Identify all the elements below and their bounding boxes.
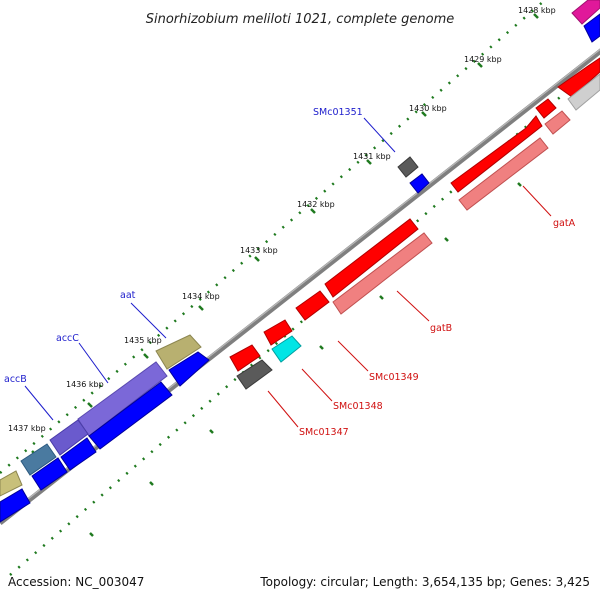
major-tick bbox=[143, 353, 149, 359]
major-tick bbox=[209, 429, 214, 434]
feature-cds-red-small[interactable] bbox=[535, 98, 557, 119]
feature-cds-left[interactable] bbox=[0, 470, 23, 497]
major-tick bbox=[310, 208, 316, 214]
leader-gatB bbox=[396, 290, 430, 322]
feature-cds-red-right[interactable] bbox=[557, 57, 600, 98]
gene-label-SMc01348[interactable]: SMc01348 bbox=[333, 401, 383, 412]
feature-SMc01348[interactable] bbox=[271, 335, 302, 363]
major-tick bbox=[149, 481, 154, 486]
major-tick bbox=[379, 295, 384, 300]
major-tick bbox=[517, 182, 522, 187]
genome-summary-text: Topology: circular; Length: 3,654,135 bp… bbox=[259, 575, 590, 589]
tick-label: 1437 kbp bbox=[8, 424, 46, 433]
reverse-features bbox=[229, 57, 600, 372]
leader-SMc01347 bbox=[267, 390, 299, 428]
forward-cds-row bbox=[0, 13, 600, 523]
cds-forward-arrow[interactable] bbox=[0, 488, 31, 523]
major-tick bbox=[444, 237, 449, 242]
tick-label: 1433 kbp bbox=[240, 246, 278, 255]
gene-label-accB[interactable]: accB bbox=[4, 374, 27, 385]
leader-accB bbox=[24, 385, 54, 421]
cds-reverse-arrow[interactable] bbox=[332, 232, 433, 315]
outer-tick-ring bbox=[0, 0, 547, 474]
major-tick bbox=[319, 345, 324, 350]
gene-labels: SMc01351 aat accC accB gatA gatB SMc0134… bbox=[4, 107, 576, 438]
tick-label: 1428 kbp bbox=[518, 6, 556, 15]
tick-labels: 1428 kbp 1429 kbp 1430 kbp 1431 kbp 1432… bbox=[8, 6, 556, 433]
tick-label: 1431 kbp bbox=[353, 152, 391, 161]
forward-features bbox=[0, 0, 600, 497]
feature-gatA[interactable] bbox=[450, 115, 543, 193]
leader-SMc01349 bbox=[337, 340, 369, 372]
cds-forward-arrow[interactable] bbox=[88, 381, 173, 450]
accession-text: Accession: NC_003047 bbox=[8, 575, 144, 589]
major-tick bbox=[89, 532, 94, 537]
feature-cds-red-mid[interactable] bbox=[295, 290, 330, 321]
tick-label: 1434 kbp bbox=[182, 292, 220, 301]
major-tick bbox=[533, 13, 539, 19]
leader-SMc01351 bbox=[363, 117, 396, 153]
leader-SMc01348 bbox=[301, 368, 333, 402]
gene-label-SMc01349[interactable]: SMc01349 bbox=[369, 372, 419, 383]
leader-aat bbox=[130, 302, 167, 339]
feature-gatB[interactable] bbox=[324, 218, 419, 298]
major-tick bbox=[421, 111, 427, 117]
gene-label-aat[interactable]: aat bbox=[120, 290, 136, 301]
major-tick bbox=[254, 256, 260, 262]
tick-label: 1435 kbp bbox=[124, 336, 162, 345]
label-leaders bbox=[24, 117, 552, 428]
gene-label-gatB[interactable]: gatB bbox=[430, 323, 452, 334]
cds-forward-arrow[interactable] bbox=[168, 351, 210, 387]
major-ticks bbox=[31, 13, 539, 537]
gene-label-gatA[interactable]: gatA bbox=[553, 218, 576, 229]
reverse-cds-row bbox=[236, 73, 600, 390]
major-tick bbox=[366, 159, 372, 165]
gene-label-accC[interactable]: accC bbox=[56, 333, 79, 344]
cds-forward-arrow[interactable] bbox=[583, 13, 600, 43]
leader-accC bbox=[78, 342, 109, 384]
cds-reverse-arrow[interactable] bbox=[544, 110, 571, 135]
feature-cds-top[interactable] bbox=[571, 0, 600, 25]
tick-label: 1430 kbp bbox=[409, 104, 447, 113]
cds-forward-arrow[interactable] bbox=[409, 173, 430, 194]
feature-cds-red-left[interactable] bbox=[229, 344, 261, 372]
feature-aat[interactable] bbox=[155, 334, 202, 370]
gene-label-SMc01351[interactable]: SMc01351 bbox=[313, 107, 363, 118]
feature-cds-bluegrey[interactable] bbox=[20, 443, 57, 476]
tick-label: 1432 kbp bbox=[297, 200, 335, 209]
leader-gatA bbox=[522, 185, 552, 217]
cds-forward-arrow[interactable] bbox=[60, 437, 97, 471]
feature-SMc01349[interactable] bbox=[263, 319, 293, 346]
major-tick bbox=[198, 305, 204, 311]
tick-label: 1436 kbp bbox=[66, 380, 104, 389]
cds-forward-arrow[interactable] bbox=[31, 457, 68, 491]
feature-SMc01351[interactable] bbox=[397, 156, 419, 178]
major-tick bbox=[477, 62, 483, 68]
major-tick bbox=[87, 402, 93, 408]
feature-SMc01347[interactable] bbox=[236, 359, 273, 390]
tick-label: 1429 kbp bbox=[464, 55, 502, 64]
cds-reverse-arrow[interactable] bbox=[458, 137, 549, 211]
map-title: Sinorhizobium meliloti 1021, complete ge… bbox=[146, 12, 455, 27]
gene-label-SMc01347[interactable]: SMc01347 bbox=[299, 427, 349, 438]
cds-reverse-arrow[interactable] bbox=[567, 73, 600, 111]
feature-accB[interactable] bbox=[49, 419, 89, 456]
